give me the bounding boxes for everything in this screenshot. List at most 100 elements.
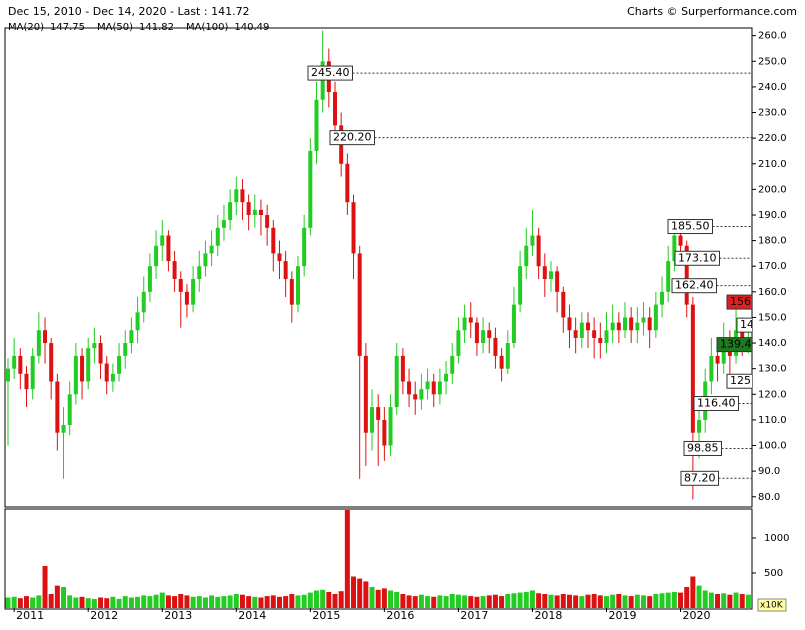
candle-body xyxy=(265,214,270,228)
volume-bar xyxy=(276,596,282,608)
y2-unit: x10K xyxy=(760,601,784,611)
volume-bar xyxy=(542,594,548,608)
volume-bar xyxy=(283,596,289,608)
volume-bar xyxy=(492,594,498,608)
x-tick-label: 2015 xyxy=(312,609,340,622)
plot-area: 245.40 220.20 185.50 173.10 162.40 156.0 147 13… xyxy=(6,30,762,500)
level-label: 185.50 xyxy=(671,220,710,233)
volume-bar xyxy=(641,595,647,608)
candle-body xyxy=(43,330,48,344)
volume-bar xyxy=(270,595,276,608)
volume-bar xyxy=(468,596,474,608)
candle-body xyxy=(314,99,319,151)
y-tick-label: 220.0 xyxy=(758,133,787,144)
volume-bar xyxy=(523,591,529,608)
candle-body xyxy=(493,337,498,356)
level-label: 125.1 xyxy=(730,374,762,387)
candle-body xyxy=(295,266,300,305)
volume-bar xyxy=(79,596,85,608)
candle-body xyxy=(363,355,368,433)
x-tick-label: 2017 xyxy=(460,609,488,622)
candle-body xyxy=(684,245,689,305)
volume-bar xyxy=(554,595,560,608)
x-tick-label: 2012 xyxy=(90,609,118,622)
candle-body xyxy=(203,253,208,267)
level-label: 147 xyxy=(740,318,761,331)
level-label: 116.40 xyxy=(697,397,736,410)
volume-bar xyxy=(128,597,134,608)
candle-body xyxy=(388,407,393,446)
candle-body xyxy=(258,209,263,215)
volume-bar xyxy=(665,592,671,608)
volume-bar xyxy=(696,585,702,608)
candle-body xyxy=(49,343,54,382)
volume-bar xyxy=(24,596,30,608)
candle-body xyxy=(166,235,171,262)
candle-body xyxy=(289,279,294,305)
volume-bar xyxy=(653,594,659,608)
volume-bar xyxy=(202,597,208,608)
volume-bar xyxy=(320,589,326,608)
volume-bar xyxy=(443,596,449,608)
candle-body xyxy=(511,304,516,344)
candle-body xyxy=(653,304,658,331)
volume-bar xyxy=(110,596,116,608)
level-label: 220.20 xyxy=(333,131,372,144)
candle-body xyxy=(697,419,702,433)
y-tick-label: 190.0 xyxy=(758,210,787,221)
candle-body xyxy=(351,202,356,254)
candle-body xyxy=(579,322,584,338)
candle-body xyxy=(382,419,387,446)
volume-bar xyxy=(727,594,733,608)
candle-body xyxy=(666,261,671,292)
y-tick-label: 180.0 xyxy=(758,236,787,247)
candle-body xyxy=(505,343,510,369)
candle-body xyxy=(6,368,10,382)
volume-bar xyxy=(616,594,622,608)
volume-bar xyxy=(363,581,369,608)
volume-bar xyxy=(474,596,480,608)
volume-bar xyxy=(307,592,313,608)
volume-bar xyxy=(739,594,745,608)
volume-bar xyxy=(357,578,363,608)
candle-body xyxy=(154,245,159,267)
candle-body xyxy=(690,304,695,433)
candle-body xyxy=(209,245,214,254)
volume-bar xyxy=(597,595,603,608)
volume-bar xyxy=(42,566,48,608)
candle-body xyxy=(234,189,239,203)
volume-bar xyxy=(54,585,60,608)
level-label: 173.10 xyxy=(678,251,717,264)
candle-body xyxy=(123,343,128,356)
candle-body xyxy=(641,317,646,323)
volume-bar xyxy=(628,596,634,608)
volume-bar xyxy=(671,591,677,608)
candle-body xyxy=(104,363,109,382)
volume-bar xyxy=(462,595,468,608)
candle-body xyxy=(585,322,590,331)
volume-bar xyxy=(209,595,215,608)
candle-body xyxy=(413,394,418,400)
volume-bar xyxy=(721,593,727,608)
volume-bar xyxy=(499,596,505,608)
level-box xyxy=(736,317,752,333)
volume-bar xyxy=(381,588,387,608)
y-tick-label: 150.0 xyxy=(758,312,787,323)
volume-bar xyxy=(412,596,418,608)
candle-body xyxy=(172,261,177,280)
volume-bar xyxy=(603,596,609,608)
x-tick-label: 2014 xyxy=(238,609,266,622)
volume-bar xyxy=(375,589,381,608)
volume-bar xyxy=(116,598,122,608)
level-label: 245.40 xyxy=(311,66,350,79)
volume-bar xyxy=(264,596,270,608)
level-label: 162.40 xyxy=(675,279,714,292)
candle-body xyxy=(487,330,492,338)
candle-body xyxy=(431,381,436,395)
volume-bar xyxy=(745,594,751,608)
legend-value: 141.82 xyxy=(139,22,174,33)
volume-bar xyxy=(591,594,597,608)
volume-bar xyxy=(505,594,511,608)
candle-body xyxy=(221,220,226,228)
volume-bar xyxy=(178,594,184,608)
